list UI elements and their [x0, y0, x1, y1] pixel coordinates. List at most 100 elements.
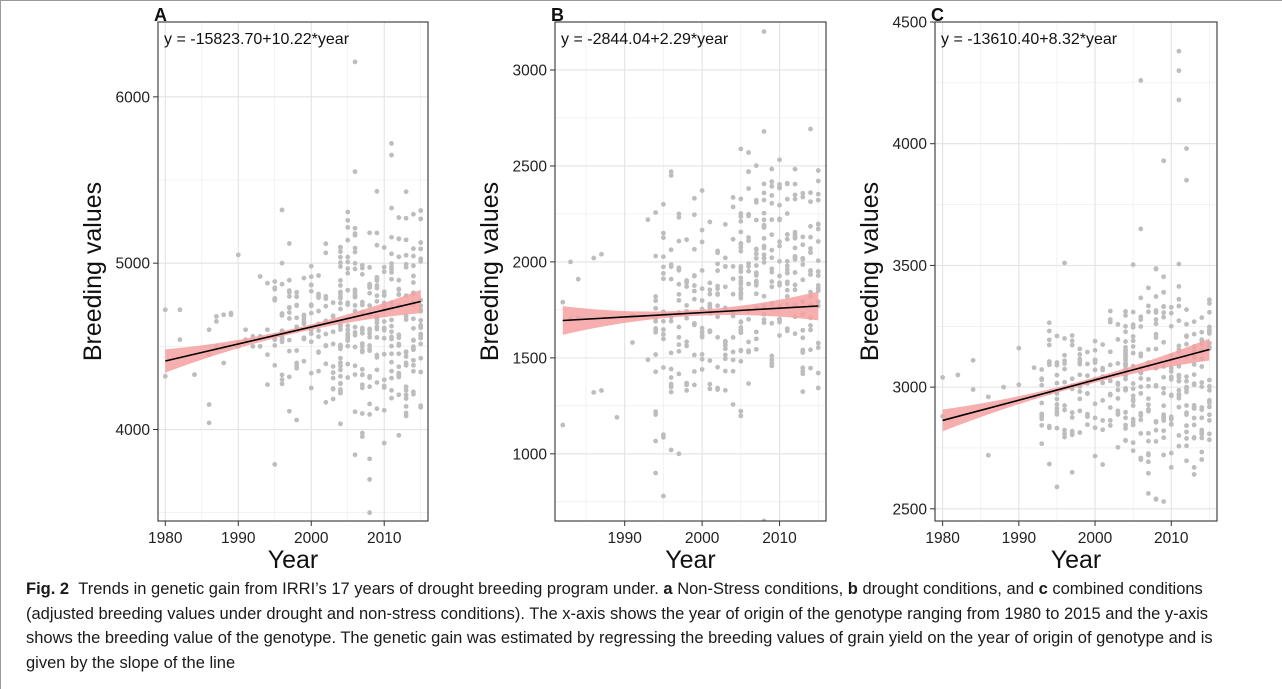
scatter-point: [699, 239, 705, 245]
scatter-point: [272, 343, 278, 348]
scatter-point: [761, 518, 767, 521]
scatter-point: [418, 341, 424, 347]
scatter-point: [338, 278, 343, 283]
scatter-point: [381, 269, 387, 275]
x-tick-label: 1980: [148, 530, 183, 547]
scatter-point: [1176, 443, 1182, 449]
scatter-point: [279, 339, 285, 345]
scatter-point: [411, 344, 416, 350]
scatter-point: [1184, 374, 1189, 380]
x-tick-label: 1990: [607, 530, 642, 547]
scatter-point: [1130, 309, 1136, 315]
scatter-point: [1077, 346, 1083, 352]
scatter-point: [661, 327, 666, 332]
scatter-point: [792, 270, 798, 275]
scatter-point: [1199, 435, 1205, 441]
scatter-point: [389, 387, 394, 393]
scatter-point: [418, 240, 424, 245]
scatter-point: [815, 385, 821, 391]
scatter-point: [316, 334, 321, 340]
scatter-point: [345, 361, 351, 367]
scatter-point: [722, 352, 728, 358]
scatter-point: [769, 183, 775, 189]
scatter-point: [769, 266, 775, 272]
scatter-point: [777, 217, 782, 223]
scatter-point: [352, 266, 358, 272]
scatter-point: [575, 276, 581, 282]
scatter-point: [730, 368, 736, 374]
scatter-point: [308, 263, 314, 269]
scatter-point: [769, 232, 775, 238]
scatter-point: [777, 157, 782, 163]
scatter-point: [286, 294, 292, 299]
scatter-point: [308, 385, 314, 391]
scatter-point: [1107, 418, 1113, 423]
scatter-point: [359, 385, 365, 391]
scatter-point: [699, 356, 705, 362]
scatter-point: [1115, 396, 1121, 401]
scatter-point: [676, 451, 682, 457]
scatter-point: [352, 302, 358, 308]
regression-line: [165, 300, 421, 362]
scatter-point: [345, 343, 351, 349]
scatter-point: [359, 411, 365, 416]
caption-text: Trends in genetic gain from IRRI’s 17 ye…: [78, 580, 664, 598]
scatter-point: [1146, 383, 1151, 389]
scatter-point: [213, 319, 219, 324]
scatter-point: [367, 331, 373, 336]
scatter-point: [389, 251, 394, 257]
scatter-point: [1191, 402, 1197, 408]
scatter-point: [206, 327, 212, 333]
scatter-point: [792, 166, 798, 172]
scatter-point: [403, 396, 409, 401]
scatter-point: [374, 188, 380, 194]
chart-panel-a: 1980 1990 2000 2010 4000 5000 6000 y = -15823.7…: [79, 5, 429, 570]
scatter-point: [738, 408, 744, 414]
scatter-point: [177, 337, 183, 343]
scatter-point: [676, 297, 682, 303]
scatter-point: [1130, 350, 1136, 356]
scatter-point: [1176, 68, 1182, 74]
scatter-point: [1138, 455, 1144, 461]
scatter-point: [746, 349, 751, 355]
scatter-point: [1176, 318, 1182, 324]
scatter-point: [279, 260, 285, 266]
scatter-point: [367, 401, 373, 407]
scatter-point: [1138, 410, 1144, 416]
scatter-point: [730, 264, 736, 269]
scatter-point: [784, 294, 790, 299]
scatter-point: [777, 316, 782, 322]
scatter-point: [330, 396, 336, 402]
scatter-point: [250, 343, 256, 349]
chart-panel-c: 1980 1990 2000 2010 2500 3000 3500 4000 4500 y = …: [856, 5, 1218, 570]
scatter-point: [1046, 342, 1052, 348]
scatter-point: [345, 254, 351, 260]
scatter-point: [308, 331, 314, 337]
scatter-point: [330, 375, 336, 381]
scatter-point: [599, 388, 604, 393]
scatter-point: [1206, 377, 1212, 383]
scatter-point: [1176, 378, 1182, 384]
scatter-point: [715, 268, 720, 274]
data-layer: [560, 29, 821, 521]
scatter-point: [359, 325, 365, 331]
scatter-point: [403, 384, 409, 390]
scatter-point: [1168, 421, 1174, 427]
scatter-point: [1184, 334, 1189, 339]
scatter-point: [753, 246, 759, 252]
scatter-point: [1199, 364, 1205, 369]
scatter-point: [746, 261, 751, 267]
scatter-point: [294, 417, 300, 423]
scatter-point: [1184, 443, 1189, 449]
caption-text: drought conditions, and: [857, 580, 1039, 598]
scatter-point: [345, 300, 351, 306]
scatter-point: [715, 387, 720, 392]
scatter-point: [338, 260, 343, 265]
scatter-point: [396, 343, 402, 349]
scatter-point: [1184, 429, 1189, 435]
scatter-point: [661, 432, 666, 438]
scatter-point: [676, 238, 682, 244]
scatter-point: [800, 234, 806, 240]
scatter-point: [1100, 365, 1106, 371]
scatter-point: [1161, 435, 1167, 441]
